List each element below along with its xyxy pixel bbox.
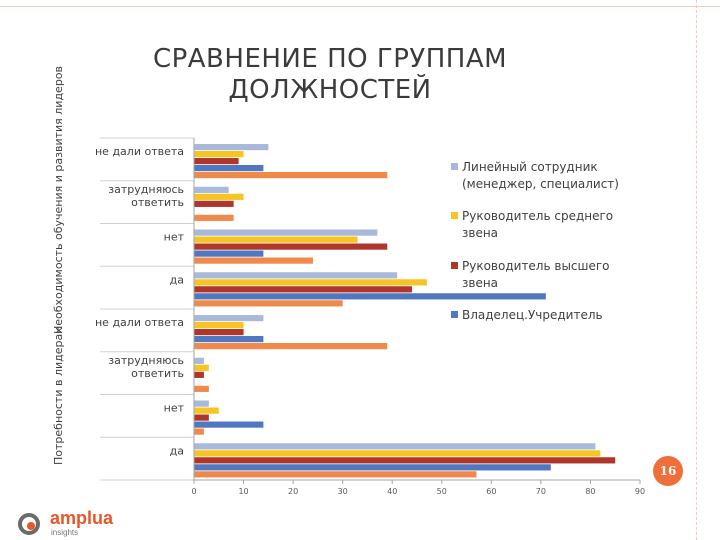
bar (194, 286, 413, 293)
page-number-badge: 16 (653, 456, 683, 486)
category-label: да (170, 444, 184, 457)
legend-swatch (451, 262, 458, 269)
bar (194, 257, 313, 264)
bar (194, 229, 378, 236)
category-label: нет (164, 231, 185, 244)
legend-swatch (451, 212, 458, 219)
bar (194, 343, 388, 350)
x-tick-label: 60 (486, 487, 496, 496)
x-tick-label: 50 (437, 487, 447, 496)
bar (194, 200, 234, 207)
bar (194, 151, 244, 158)
legend-label: Руководитель среднего звена (462, 209, 613, 240)
bar (194, 443, 596, 450)
category-label: затрудняюсь ответить (108, 354, 184, 380)
slide-frame-top (0, 0, 720, 7)
category-label: затрудняюсь ответить (108, 183, 184, 209)
bar (194, 279, 427, 286)
group-label-needs: Потребности в лидерах (52, 327, 65, 465)
amplua-logo-icon (18, 513, 40, 535)
bar (194, 243, 388, 250)
bar (194, 193, 244, 200)
bar (194, 421, 264, 428)
bar (194, 385, 209, 392)
category-label: нет (164, 402, 185, 415)
bar (194, 371, 204, 378)
bar (194, 165, 264, 172)
bar (194, 400, 209, 407)
bar (194, 364, 209, 371)
x-tick-label: 0 (191, 487, 196, 496)
x-tick-label: 20 (288, 487, 298, 496)
bar (194, 293, 546, 300)
bar (194, 428, 204, 435)
bar (194, 414, 209, 421)
x-tick-label: 30 (338, 487, 348, 496)
x-tick-label: 90 (635, 487, 645, 496)
category-label: не дали ответа (95, 316, 184, 329)
bar (194, 300, 343, 307)
slide-title-line-2: ДОЛЖНОСТЕЙ (228, 75, 432, 105)
bar (194, 214, 234, 221)
bar (194, 315, 264, 322)
x-tick-label: 40 (387, 487, 397, 496)
bar (194, 272, 398, 279)
x-tick-label: 80 (585, 487, 595, 496)
bar (194, 329, 244, 336)
category-label: не дали ответа (95, 145, 184, 158)
bar (194, 336, 264, 343)
bar (194, 357, 204, 364)
x-tick-label: 70 (536, 487, 546, 496)
slide-frame-right (696, 0, 698, 540)
bar (194, 471, 477, 478)
bar (194, 172, 388, 179)
slide-title-line-1: СРАВНЕНИЕ ПО ГРУППАМ (152, 44, 508, 74)
slide-title: СРАВНЕНИЕ ПО ГРУППАМ ДОЛЖНОСТЕЙ (110, 44, 550, 106)
bar (194, 250, 264, 257)
legend-swatch (451, 163, 458, 170)
logo-name: amplua (50, 508, 114, 528)
x-tick-label: 10 (238, 487, 248, 496)
bar (194, 144, 269, 151)
bar (194, 236, 358, 243)
logo-subtitle: insights (51, 528, 79, 537)
legend-label: Руководитель высшего звена (462, 259, 610, 290)
bar (194, 186, 229, 193)
legend-swatch (451, 311, 458, 318)
group-label-development: Необходимость обучения и развития лидеро… (52, 66, 65, 334)
legend-label: Линейный сотрудник (менеджер, специалист) (462, 160, 619, 191)
bar (194, 450, 601, 457)
bar (194, 457, 616, 464)
bar (194, 464, 551, 471)
bar (194, 407, 219, 414)
bar (194, 158, 239, 165)
bar (194, 322, 244, 329)
category-label: да (170, 273, 184, 286)
legend-label: Владелец.Учредитель (462, 308, 603, 322)
